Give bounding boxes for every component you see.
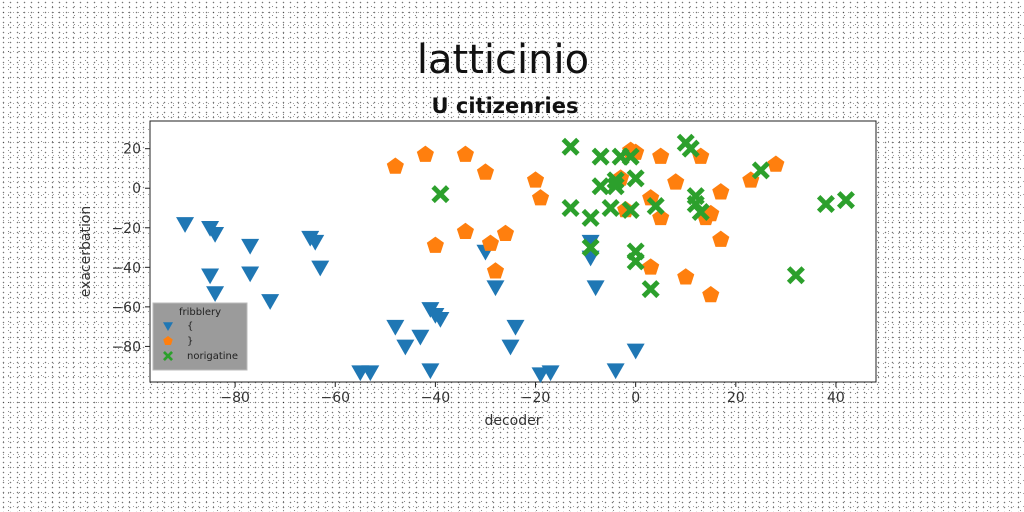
data-point-series-1-16 [667,173,685,190]
data-point-series-0-15 [421,363,440,380]
data-point-series-1-26 [642,258,660,275]
data-point-series-1-1 [416,145,434,162]
y-tick-label: −40 [111,260,141,276]
data-point-series-1-3 [476,163,495,180]
data-point-series-0-13 [411,329,430,346]
data-point-series-1-18 [712,183,730,200]
data-point-series-1-6 [426,236,444,253]
data-point-series-2-23 [581,238,600,257]
data-point-series-1-28 [702,286,720,303]
data-point-series-0-21 [486,280,505,297]
data-point-series-0-6 [206,286,225,303]
data-point-series-0-25 [541,365,560,382]
legend-entry-label: norigatine [187,351,238,362]
data-point-series-1-7 [456,222,474,240]
data-point-series-2-9 [561,199,580,217]
data-point-series-2-20 [816,195,835,214]
data-point-series-0-29 [606,363,625,380]
data-point-series-0-12 [396,339,415,356]
data-point-series-2-15 [681,139,700,158]
data-point-series-1-22 [652,208,670,226]
data-point-series-1-9 [496,224,515,241]
data-point-series-2-7 [606,171,625,190]
axis-ticks: −80 −60 −40 −20 0 20 40 20 0 −20 −40 −60 −80 [111,142,844,406]
x-tick-label: −80 [220,390,250,406]
x-tick-label: −60 [320,390,350,406]
legend: fribblery {} norigatine [152,302,248,371]
data-point-series-2-2 [591,147,610,166]
data-point-series-0-9 [306,234,325,251]
data-point-series-2-22 [786,266,805,285]
data-points [176,133,855,384]
legend-entry-label: { [187,321,193,332]
data-point-series-2-4 [621,147,640,166]
data-point-series-1-20 [767,155,785,172]
data-point-series-1-0 [386,157,404,174]
y-tick-label: −60 [111,300,141,316]
data-point-series-0-7 [261,294,280,310]
legend-marker [163,336,173,346]
data-point-series-0-10 [311,260,330,277]
data-point-series-2-5 [591,177,610,196]
x-tick-label: 0 [631,390,640,406]
chart-title: latticinio [417,37,589,83]
data-point-series-0-23 [501,339,520,356]
data-point-series-0-26 [581,234,600,251]
data-point-series-1-25 [712,230,730,247]
data-point-series-0-19 [361,365,380,382]
data-point-series-2-0 [431,185,450,204]
data-point-series-2-21 [836,191,855,210]
data-point-series-2-8 [626,169,645,188]
data-point-series-2-13 [646,197,665,216]
legend-title: fribblery [179,307,221,318]
y-tick-label: −80 [111,339,141,355]
data-point-series-1-15 [652,147,670,164]
data-point-series-2-12 [621,200,640,219]
y-tick-label: 20 [123,142,141,158]
data-point-series-0-28 [586,280,605,297]
x-tick-label: −40 [421,390,451,406]
legend-entry-label: } [187,336,193,347]
data-point-series-1-5 [531,189,550,206]
y-tick-label: −20 [111,221,141,237]
data-point-series-1-10 [486,262,505,279]
data-point-series-0-11 [386,319,405,336]
data-point-series-2-1 [561,137,580,156]
data-point-series-0-5 [241,266,260,283]
data-point-series-2-11 [601,199,620,217]
data-point-series-1-8 [481,234,500,251]
x-tick-label: −20 [521,390,551,406]
data-point-series-2-10 [581,208,600,227]
y-axis-label: exacerbation [78,206,94,298]
x-tick-label: 20 [727,390,745,406]
y-tick-label: 0 [132,181,141,197]
data-point-series-0-0 [176,217,195,233]
data-point-series-2-25 [626,252,645,271]
data-point-series-0-17 [431,311,450,328]
data-point-series-2-26 [641,280,660,299]
data-point-series-1-27 [677,268,695,285]
data-point-series-0-22 [506,319,525,336]
data-point-series-0-4 [201,268,220,285]
data-point-series-2-18 [691,202,710,221]
data-point-series-0-2 [206,226,225,243]
data-point-series-0-3 [241,238,260,255]
data-point-series-2-19 [751,161,770,180]
x-axis-label: decoder [484,413,541,429]
x-tick-label: 40 [827,390,845,406]
legend-marker [163,351,173,361]
data-point-series-1-21 [642,189,660,206]
data-point-series-1-4 [526,171,545,188]
chart-subtitle: U citizenries [432,94,579,118]
legend-marker [163,322,173,331]
data-point-series-0-30 [626,343,645,360]
data-point-series-1-2 [456,145,474,162]
